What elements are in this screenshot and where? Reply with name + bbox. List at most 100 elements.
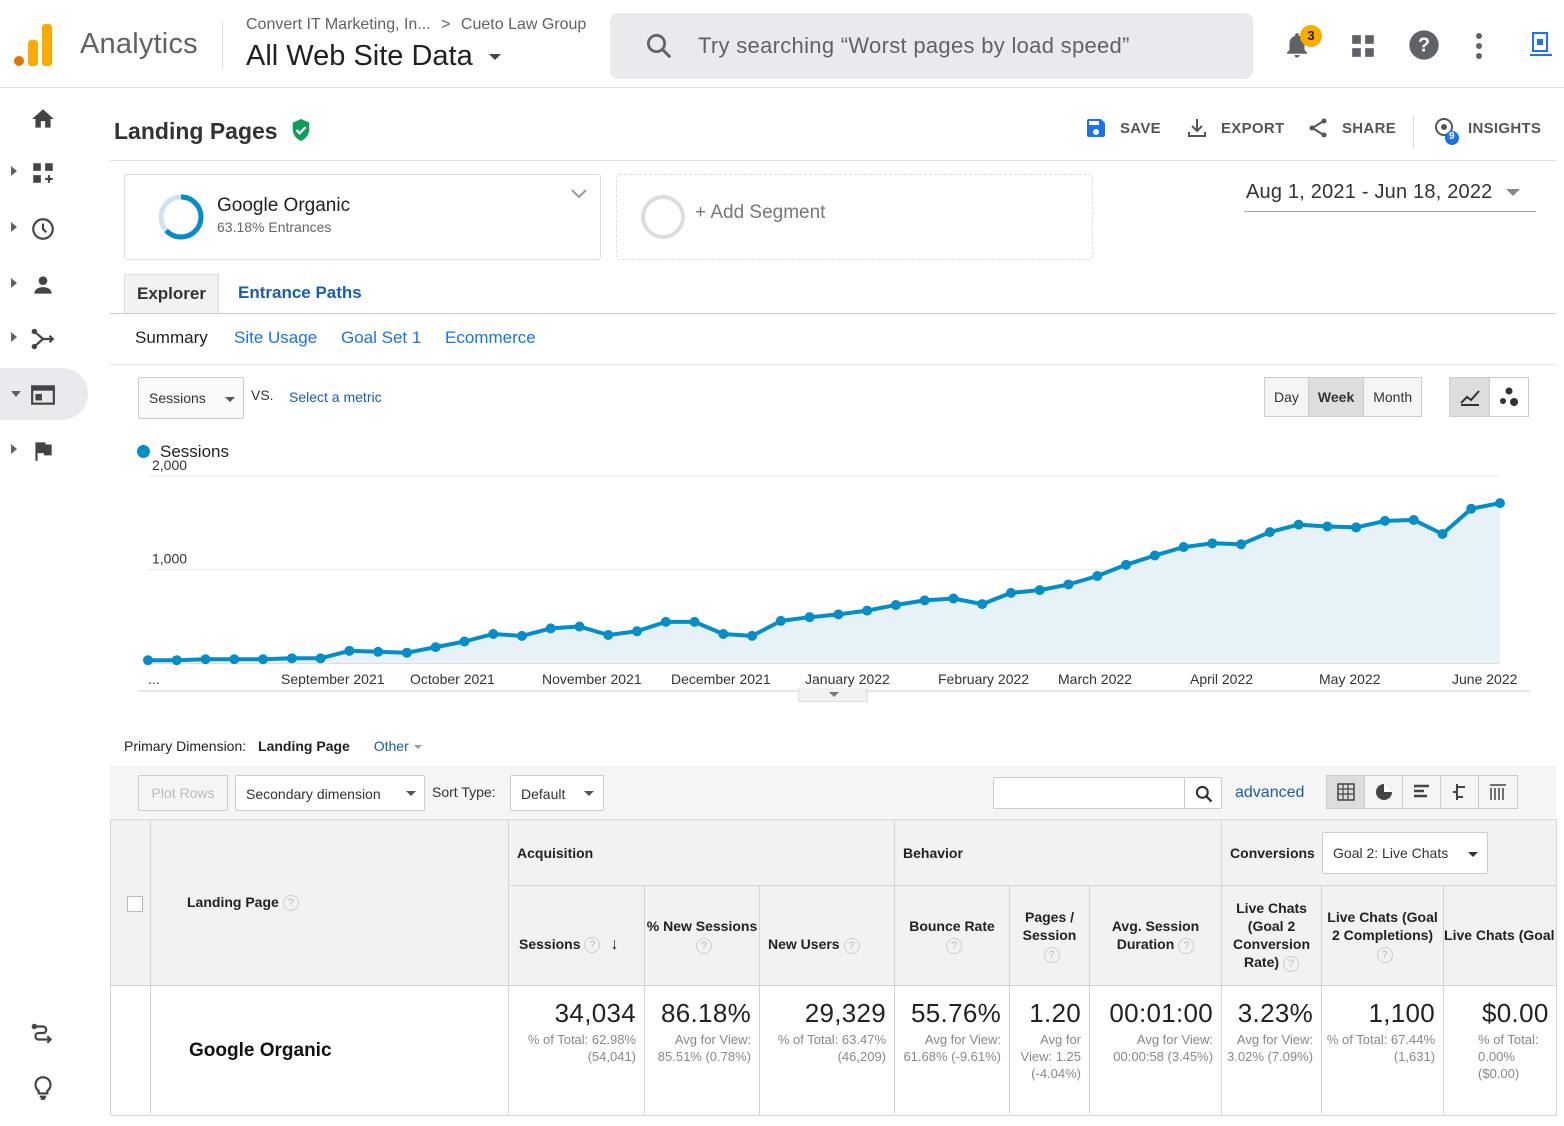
data-point[interactable] xyxy=(344,645,355,656)
nav-conversions[interactable] xyxy=(0,424,88,476)
help-icon[interactable]: ? xyxy=(1408,29,1440,61)
data-point[interactable] xyxy=(747,630,758,641)
pages-per-session-column-header[interactable]: Pages / Session? xyxy=(1009,885,1091,986)
motion-chart-button[interactable] xyxy=(1490,378,1528,416)
goal-select-dropdown[interactable]: Goal 2: Live Chats xyxy=(1322,832,1489,874)
insights-button[interactable]: 9 INSIGHTS xyxy=(1435,118,1541,145)
nav-customization[interactable] xyxy=(0,146,88,198)
data-point[interactable] xyxy=(1264,527,1275,538)
table-view-button[interactable] xyxy=(1327,776,1365,808)
landing-page-column-header[interactable]: Landing Page? xyxy=(150,819,509,986)
data-point[interactable] xyxy=(258,654,269,665)
help-icon[interactable]: ? xyxy=(696,937,712,954)
new-sessions-column-header[interactable]: % New Sessions? xyxy=(644,885,760,986)
data-point[interactable] xyxy=(632,626,643,637)
performance-view-button[interactable] xyxy=(1403,776,1441,808)
data-point[interactable] xyxy=(1495,498,1505,509)
data-point[interactable] xyxy=(1379,515,1390,526)
subtab-goal-set-1[interactable]: Goal Set 1 xyxy=(341,328,422,347)
data-point[interactable] xyxy=(171,655,182,666)
data-point[interactable] xyxy=(660,616,671,627)
data-point[interactable] xyxy=(1121,559,1132,570)
data-point[interactable] xyxy=(1351,522,1362,533)
help-icon[interactable]: ? xyxy=(1283,955,1300,972)
pie-view-button[interactable] xyxy=(1365,776,1403,808)
data-point[interactable] xyxy=(804,612,815,623)
table-search-button[interactable] xyxy=(1184,777,1222,809)
help-icon[interactable]: ? xyxy=(584,937,601,954)
account-avatar-icon[interactable] xyxy=(1528,30,1554,60)
view-selector[interactable]: All Web Site Data xyxy=(246,40,501,73)
breadcrumb-property[interactable]: Cueto Law Group xyxy=(460,16,587,33)
subtab-summary[interactable]: Summary xyxy=(135,328,208,347)
nav-audience[interactable] xyxy=(0,258,88,310)
help-icon[interactable]: ? xyxy=(282,895,299,912)
data-point[interactable] xyxy=(143,655,153,666)
data-point[interactable] xyxy=(919,595,930,606)
chart-collapse-handle[interactable] xyxy=(798,688,868,702)
data-point[interactable] xyxy=(574,621,585,632)
subtab-site-usage[interactable]: Site Usage xyxy=(234,328,318,347)
data-point[interactable] xyxy=(948,593,959,604)
line-chart-button[interactable] xyxy=(1450,378,1490,416)
add-segment[interactable]: + Add Segment xyxy=(616,174,1093,260)
lightbulb-icon[interactable] xyxy=(30,1074,56,1102)
data-point[interactable] xyxy=(286,653,297,664)
data-point[interactable] xyxy=(1149,550,1160,561)
export-button[interactable]: EXPORT xyxy=(1188,119,1284,137)
data-point[interactable] xyxy=(459,636,470,647)
chevron-down-icon[interactable] xyxy=(569,187,589,201)
period-week-button[interactable]: Week xyxy=(1308,378,1365,416)
period-month-button[interactable]: Month xyxy=(1373,389,1413,405)
data-point[interactable] xyxy=(200,654,211,665)
breadcrumb[interactable]: Convert IT Marketing, In... > Cueto Law … xyxy=(246,16,586,34)
tab-entrance-paths[interactable]: Entrance Paths xyxy=(238,283,362,302)
help-icon[interactable]: ? xyxy=(843,937,860,954)
goal-value-column-header[interactable]: Live Chats (Goal 2 Value)? xyxy=(1443,885,1558,986)
notifications-button[interactable]: 3 xyxy=(1282,25,1322,62)
data-point[interactable] xyxy=(516,630,527,641)
attribution-icon[interactable] xyxy=(30,1020,56,1046)
data-point[interactable] xyxy=(1437,528,1448,539)
plot-rows-button[interactable]: Plot Rows xyxy=(138,775,228,811)
table-filter-input[interactable] xyxy=(993,777,1185,809)
subtab-ecommerce[interactable]: Ecommerce xyxy=(445,328,536,347)
data-point[interactable] xyxy=(1178,542,1189,553)
share-button[interactable]: SHARE xyxy=(1309,118,1396,138)
data-point[interactable] xyxy=(718,629,729,640)
bounce-rate-column-header[interactable]: Bounce Rate? xyxy=(894,885,1011,986)
data-point[interactable] xyxy=(603,629,614,640)
period-day-button[interactable]: Day xyxy=(1265,378,1309,416)
nav-behavior[interactable] xyxy=(0,368,88,420)
goal-completions-column-header[interactable]: Live Chats (Goal 2 Completions)? xyxy=(1321,885,1445,986)
advanced-filter-link[interactable]: advanced xyxy=(1235,784,1305,801)
data-point[interactable] xyxy=(1408,514,1419,525)
primary-dimension-value[interactable]: Landing Page xyxy=(258,738,350,754)
nav-acquisition[interactable] xyxy=(0,312,88,364)
data-point[interactable] xyxy=(1092,571,1103,582)
data-point[interactable] xyxy=(1207,538,1218,549)
apps-grid-icon[interactable] xyxy=(1350,33,1376,59)
data-point[interactable] xyxy=(1236,539,1247,550)
sort-descending-icon[interactable]: ↓ xyxy=(610,936,619,953)
help-icon[interactable]: ? xyxy=(1178,937,1195,954)
data-point[interactable] xyxy=(401,647,412,658)
data-point[interactable] xyxy=(545,623,556,634)
select-all-checkbox[interactable] xyxy=(126,896,143,912)
data-point[interactable] xyxy=(862,605,873,616)
data-point[interactable] xyxy=(1034,585,1045,596)
data-point[interactable] xyxy=(890,600,901,611)
data-point[interactable] xyxy=(775,615,786,626)
more-vert-icon[interactable] xyxy=(1470,31,1488,61)
date-range-picker[interactable]: Aug 1, 2021 - Jun 18, 2022 xyxy=(1246,181,1521,204)
data-point[interactable] xyxy=(1005,587,1016,598)
primary-dimension-other[interactable]: Other xyxy=(374,738,422,754)
data-point[interactable] xyxy=(488,629,499,640)
new-users-column-header[interactable]: New Users? xyxy=(758,885,896,986)
analytics-logo-icon[interactable] xyxy=(14,22,56,66)
save-button[interactable]: SAVE xyxy=(1087,119,1161,137)
data-point[interactable] xyxy=(977,599,988,610)
data-point[interactable] xyxy=(833,609,844,620)
select-metric-link[interactable]: Select a metric xyxy=(289,389,382,405)
data-point[interactable] xyxy=(1322,521,1333,532)
